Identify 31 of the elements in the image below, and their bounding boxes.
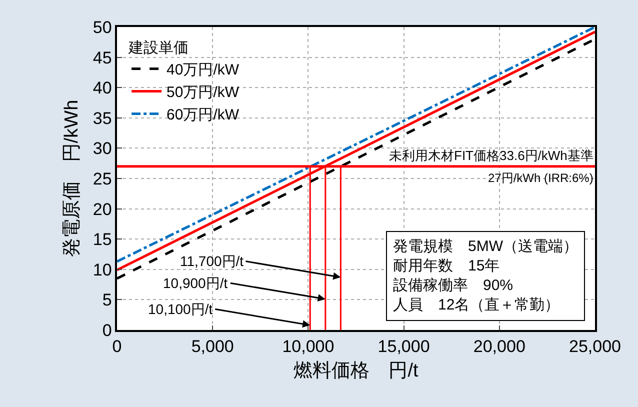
y-axis-title: 発電原価 円/kWh: [61, 100, 82, 258]
y-tick-label: 25: [92, 169, 112, 188]
x-tick-label: 5,000: [191, 337, 234, 356]
y-tick-label: 0: [102, 320, 112, 340]
annotation: 設備稼働率 90%: [393, 277, 514, 294]
y-tick-label: 45: [92, 48, 112, 68]
x-tick-label: 25,000: [569, 337, 621, 356]
y-tick-label: 50: [92, 18, 112, 37]
x-tick-label: 15,000: [378, 337, 430, 356]
annotation: 10,900円/t: [163, 275, 228, 291]
annotation: 10,100円/t: [148, 301, 213, 317]
x-tick-label: 10,000: [282, 337, 334, 356]
legend-label: 60万円/kW: [166, 106, 240, 124]
annotation: 発電規模 5MW（送電端）: [393, 238, 578, 255]
legend-label: 40万円/kW: [166, 62, 240, 79]
x-axis-title: 燃料価格 円/t: [294, 360, 419, 382]
annotation: 人員 12名（直＋常勤）: [393, 296, 560, 314]
y-tick-label: 10: [92, 260, 112, 280]
legend-label: 50万円/kW: [166, 84, 240, 102]
annotation: 耐用年数 15年: [393, 258, 500, 274]
y-tick-label: 40: [92, 78, 112, 98]
y-tick-label: 15: [92, 230, 112, 250]
y-tick-label: 20: [92, 200, 112, 219]
legend-title: 建設単価: [128, 40, 189, 57]
y-tick-label: 35: [92, 108, 112, 128]
annotation: 27円/kWh (IRR:6%): [488, 171, 594, 185]
annotation: 11,700円/t: [180, 253, 244, 269]
y-tick-label: 5: [102, 290, 112, 310]
ref-line-label: 未利用木材FIT価格33.6円/kWh基準: [389, 148, 594, 163]
y-tick-label: 30: [92, 139, 112, 158]
x-tick-label: 20,000: [473, 337, 526, 356]
